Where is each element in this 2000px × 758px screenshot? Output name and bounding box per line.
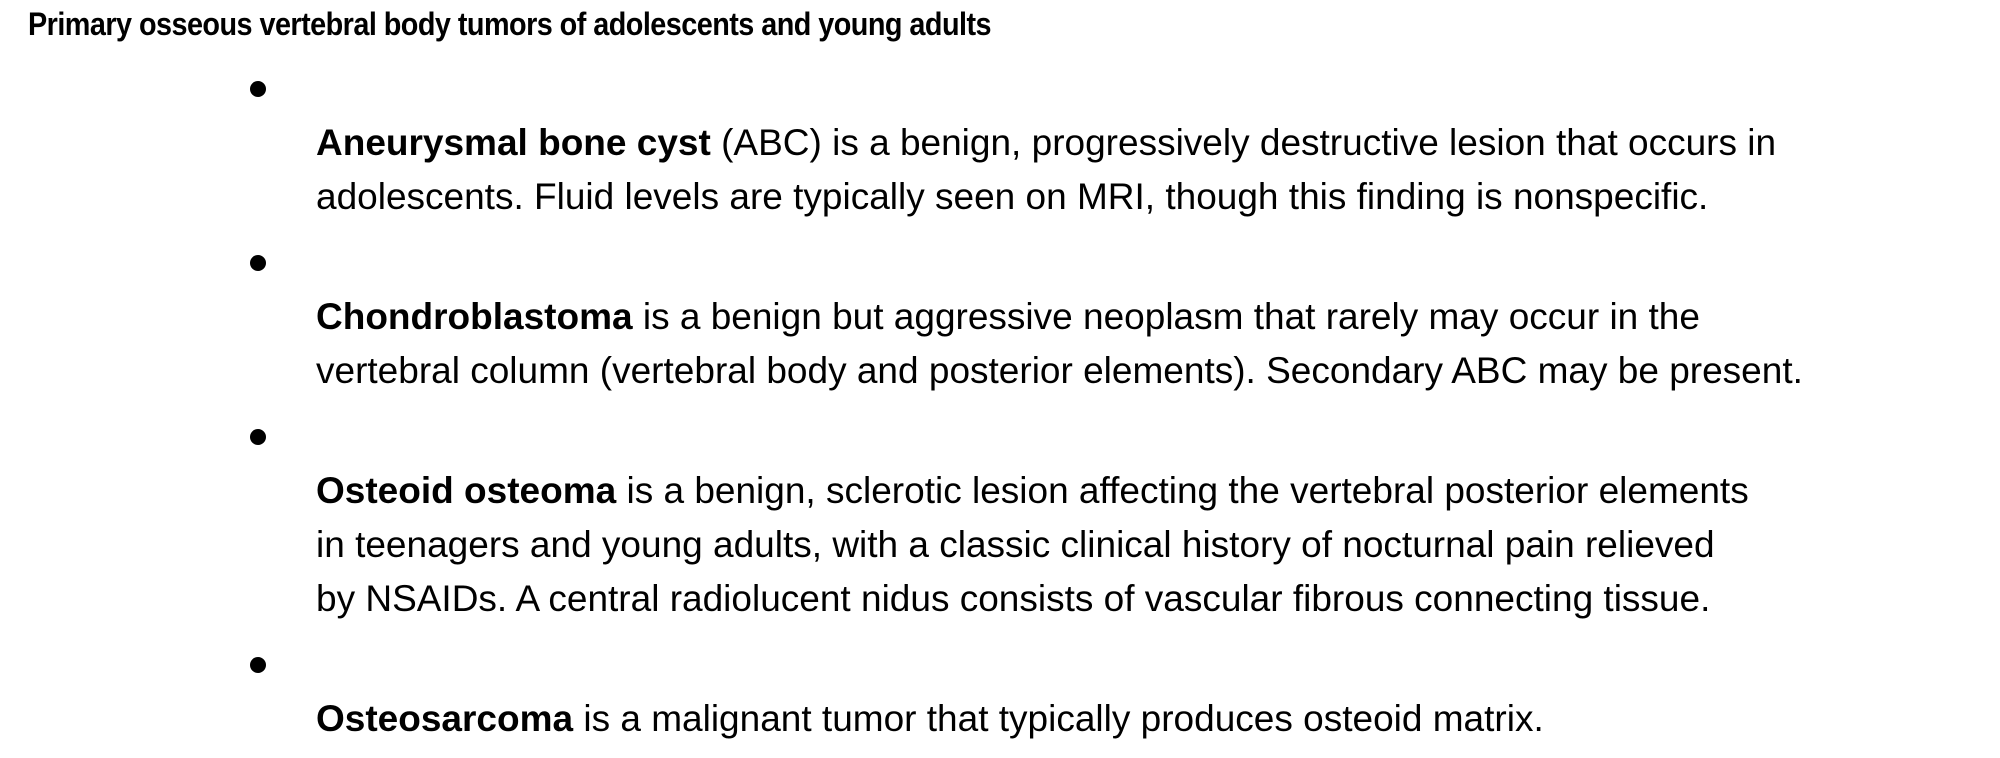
list-item-term: Osteoid osteoma (316, 470, 617, 511)
bullet-icon (250, 429, 266, 445)
list-item-text: is a malignant tumor that typically prod… (573, 698, 1544, 739)
list-item-chondroblastoma: Chondroblastoma is a benign but aggressi… (246, 236, 1946, 398)
list-item-osteosarcoma: Osteosarcoma is a malignant tumor that t… (246, 638, 1946, 746)
list-item-term: Osteosarcoma (316, 698, 574, 739)
list-item-term: Chondroblastoma (316, 296, 633, 337)
list-item-osteoid-osteoma: Osteoid osteoma is a benign, sclerotic l… (246, 410, 1946, 626)
tumor-list: Aneurysmal bone cyst (ABC) is a benign, … (246, 62, 1946, 758)
list-item-text: (ABC) is a benign, progressively destruc… (316, 122, 1777, 217)
bullet-icon (250, 255, 266, 271)
bullet-icon (250, 657, 266, 673)
list-item-text: is a benign but aggressive neoplasm that… (316, 296, 1803, 391)
bullet-icon (250, 81, 266, 97)
list-item-term: Aneurysmal bone cyst (316, 122, 711, 163)
list-item-aneurysmal-bone-cyst: Aneurysmal bone cyst (ABC) is a benign, … (246, 62, 1946, 224)
page-title: Primary osseous vertebral body tumors of… (28, 6, 992, 42)
